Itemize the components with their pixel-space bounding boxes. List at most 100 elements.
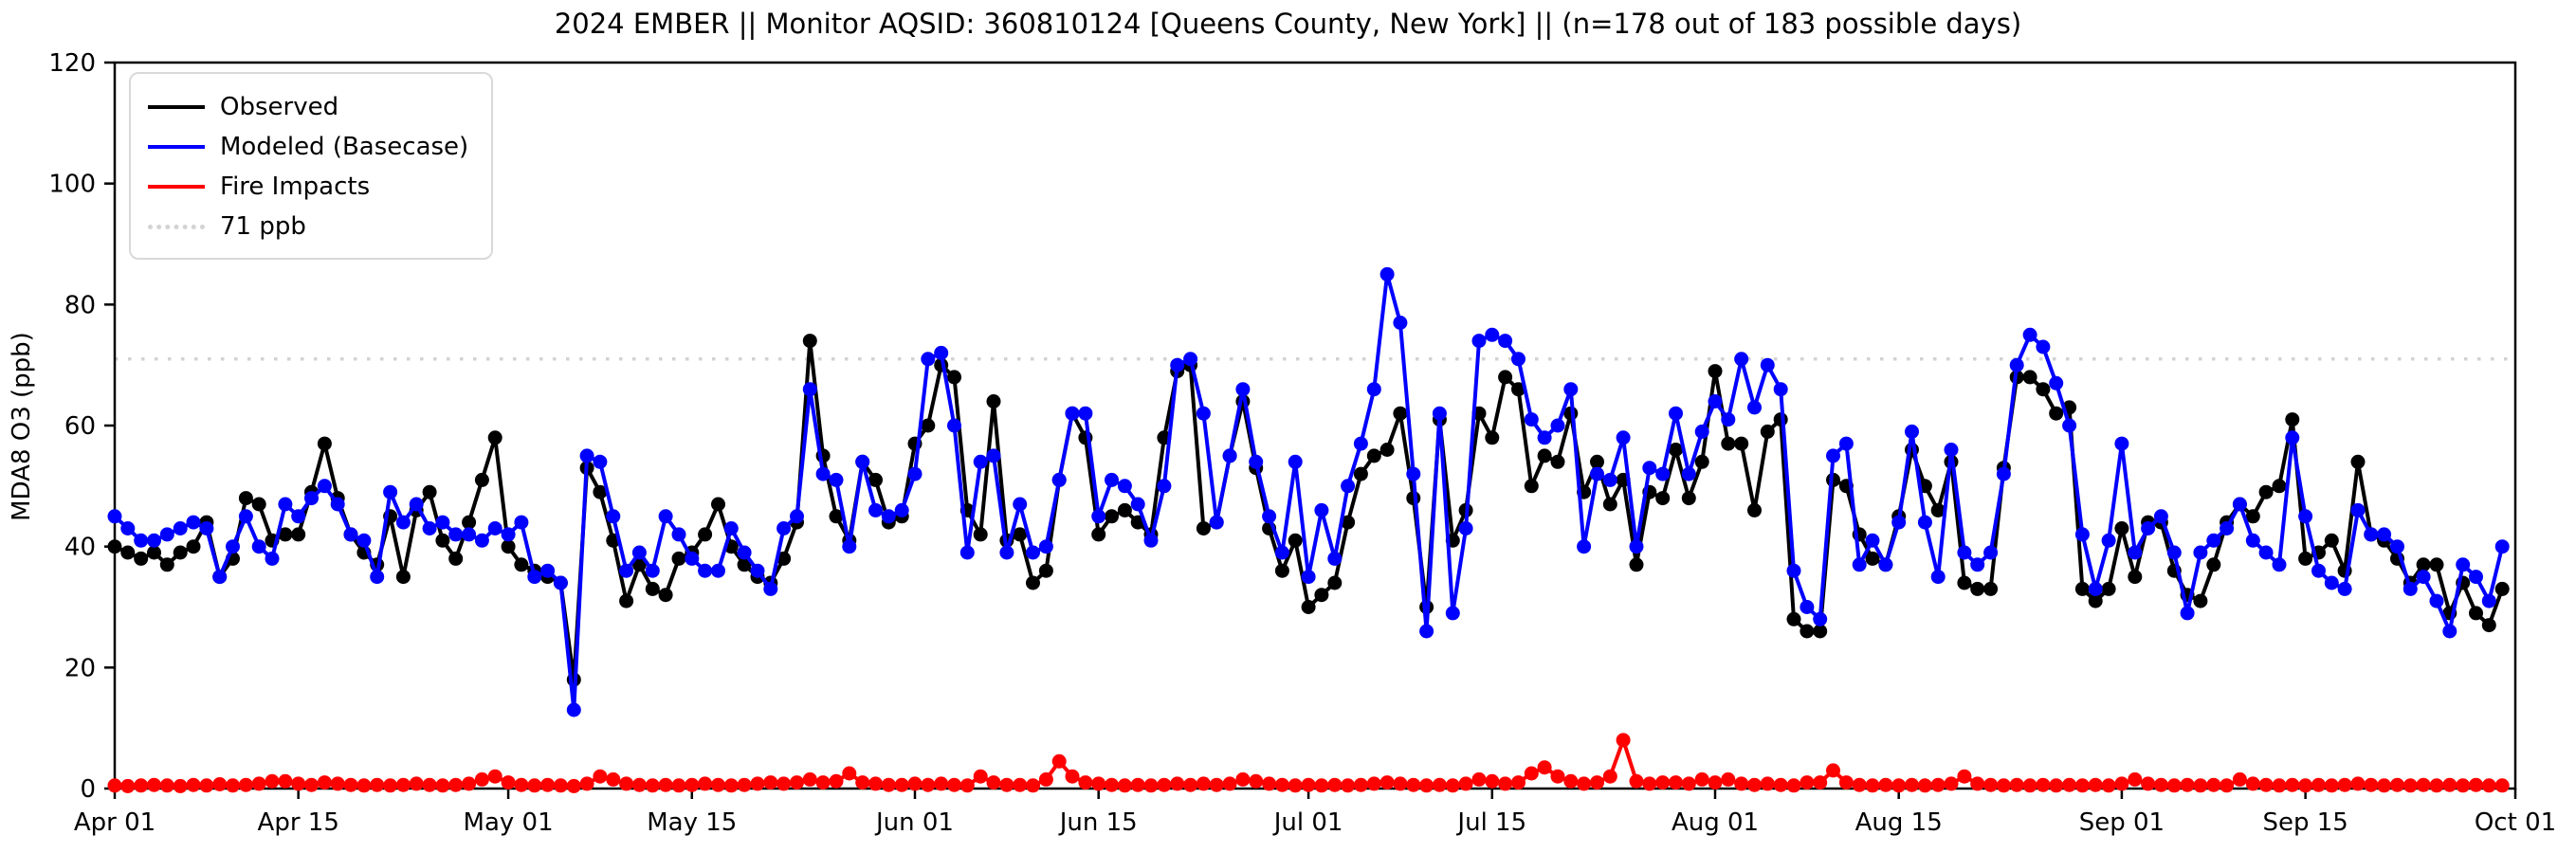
fire-line-swatch-icon	[148, 185, 205, 189]
modeled-line-swatch-icon	[148, 145, 205, 149]
series-modeled-basecase-marker	[159, 527, 174, 542]
series-modeled-basecase-marker	[776, 521, 792, 535]
series-fire-impacts-marker	[776, 776, 792, 791]
series-fire-impacts-marker	[2022, 778, 2037, 793]
series-fire-impacts-marker	[1577, 776, 1592, 791]
series-fire-impacts-marker	[1157, 777, 1172, 792]
series-modeled-basecase-marker	[278, 497, 293, 512]
series-fire-impacts-marker	[1419, 778, 1434, 793]
series-modeled-basecase-marker	[2153, 509, 2168, 524]
series-observed-marker	[2481, 618, 2496, 633]
series-fire-impacts-marker	[1838, 775, 1854, 790]
series-modeled-basecase-marker	[1051, 472, 1067, 487]
series-fire-impacts-marker	[1944, 776, 1959, 791]
x-tick-label: Sep 01	[2079, 808, 2165, 837]
series-fire-impacts-marker	[1183, 777, 1198, 792]
series-observed-marker	[1301, 600, 1316, 614]
series-fire-impacts-marker	[1681, 776, 1696, 791]
series-modeled-basecase-marker	[1773, 382, 1788, 397]
series-modeled-basecase-marker	[723, 521, 739, 535]
series-modeled-basecase-marker	[2114, 436, 2129, 451]
series-fire-impacts-marker	[973, 769, 988, 784]
series-modeled-basecase-marker	[2088, 581, 2103, 596]
series-modeled-basecase-marker	[120, 521, 136, 535]
series-modeled-basecase-marker	[986, 448, 1001, 463]
series-modeled-basecase-marker	[763, 581, 778, 596]
series-fire-impacts-marker	[855, 775, 870, 790]
series-fire-impacts-marker	[1905, 777, 1919, 792]
series-observed-marker	[1786, 611, 1801, 626]
series-fire-impacts-marker	[1051, 753, 1067, 769]
series-observed-marker	[1013, 527, 1028, 542]
series-fire-impacts-marker	[921, 777, 936, 792]
series-fire-impacts-marker	[474, 771, 489, 787]
series-modeled-basecase-marker	[474, 533, 489, 548]
series-fire-impacts-marker	[658, 777, 673, 792]
series-observed-marker	[921, 418, 936, 433]
series-modeled-basecase-marker	[1878, 557, 1893, 572]
series-observed-marker	[134, 551, 149, 566]
series-fire-impacts-marker	[1694, 771, 1709, 787]
series-fire-impacts-marker	[1602, 769, 1617, 784]
y-tick-label: 120	[48, 49, 96, 78]
series-modeled-basecase-marker	[1485, 327, 1500, 342]
series-modeled-basecase-marker	[2429, 593, 2444, 608]
series-observed-marker	[2350, 454, 2366, 469]
y-axis-label: MDA8 O3 (ppb)	[8, 332, 36, 521]
series-modeled-basecase-marker	[1891, 515, 1907, 530]
series-modeled-basecase-marker	[815, 466, 831, 481]
series-modeled-basecase-marker	[1379, 266, 1395, 281]
series-fire-impacts-marker	[2049, 778, 2064, 793]
x-tick-label: Jul 15	[1455, 808, 1526, 837]
series-modeled-basecase-marker	[1694, 424, 1709, 439]
series-modeled-basecase-marker	[1970, 557, 1985, 572]
series-fire-impacts-marker	[1353, 777, 1368, 792]
series-observed-marker	[462, 515, 477, 530]
series-fire-impacts-marker	[566, 778, 581, 793]
series-fire-impacts-marker	[1708, 775, 1723, 790]
series-observed-marker	[947, 370, 961, 385]
series-modeled-basecase-marker	[2324, 575, 2339, 590]
series-modeled-basecase-marker	[1669, 406, 1683, 421]
series-modeled-basecase-marker	[1445, 606, 1460, 621]
series-modeled-basecase-marker	[1301, 570, 1316, 585]
series-fire-impacts-marker	[802, 771, 817, 787]
series-observed-marker	[1117, 502, 1132, 517]
series-modeled-basecase-marker	[907, 466, 923, 481]
series-modeled-basecase-marker	[2009, 357, 2024, 372]
series-modeled-basecase-marker	[1590, 466, 1604, 481]
series-modeled-basecase-marker	[698, 563, 713, 578]
series-fire-impacts-marker	[1406, 777, 1421, 792]
series-fire-impacts-marker	[685, 777, 700, 792]
series-observed-marker	[2206, 557, 2221, 572]
series-fire-impacts-marker	[1288, 778, 1303, 793]
series-observed-marker	[711, 497, 725, 512]
series-fire-impacts-marker	[2272, 778, 2287, 793]
series-fire-impacts-marker	[999, 777, 1014, 792]
series-modeled-basecase-marker	[2258, 545, 2274, 560]
series-fire-impacts-marker	[370, 777, 385, 792]
series-modeled-basecase-marker	[1602, 472, 1617, 487]
series-observed-marker	[395, 570, 411, 585]
series-modeled-basecase-marker	[435, 515, 450, 530]
legend: Observed Modeled (Basecase) Fire Impacts…	[129, 72, 493, 260]
series-fire-impacts-marker	[462, 776, 477, 791]
series-modeled-basecase-marker	[1222, 448, 1237, 463]
series-observed-marker	[107, 539, 122, 554]
series-modeled-basecase-marker	[750, 563, 765, 578]
series-observed-marker	[1196, 521, 1211, 535]
series-modeled-basecase-marker	[2494, 539, 2510, 554]
series-modeled-basecase-marker	[330, 497, 345, 512]
series-fire-impacts-marker	[173, 778, 188, 793]
series-fire-impacts-marker	[2153, 777, 2168, 792]
series-fire-impacts-marker	[1655, 775, 1671, 790]
series-modeled-basecase-marker	[304, 491, 319, 506]
y-tick-label: 0	[80, 775, 96, 804]
series-modeled-basecase-marker	[1838, 436, 1854, 451]
series-fire-impacts-marker	[2180, 777, 2195, 792]
series-modeled-basecase-marker	[251, 539, 266, 554]
legend-label: Fire Impacts	[220, 172, 371, 201]
series-observed-marker	[868, 472, 883, 487]
series-fire-impacts-marker	[1013, 777, 1028, 792]
